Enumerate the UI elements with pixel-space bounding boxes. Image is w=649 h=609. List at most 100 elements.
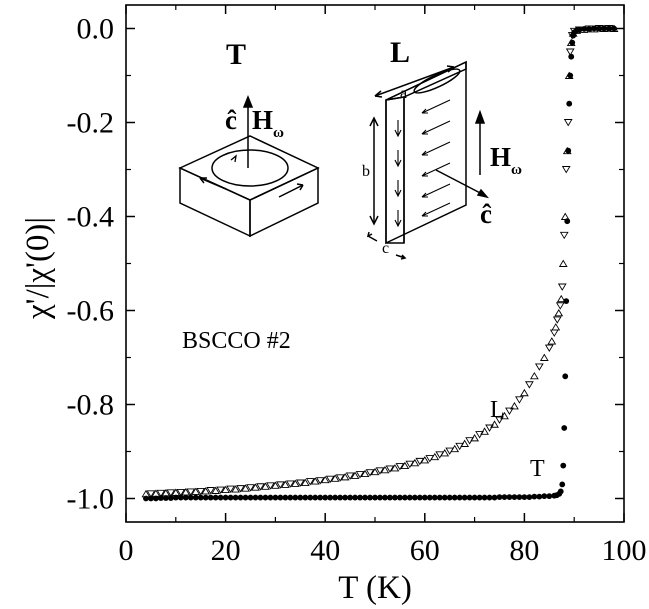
data-point-L	[565, 48, 575, 56]
data-point-T	[172, 494, 179, 501]
data-point-T	[486, 494, 493, 501]
data-point-L	[310, 477, 320, 485]
data-point-L	[320, 475, 330, 484]
data-point-L	[211, 486, 221, 494]
face-screening-arrows	[394, 99, 451, 228]
data-point-L	[460, 439, 470, 447]
data-point-L	[256, 483, 265, 491]
data-point-L	[539, 353, 549, 361]
data-point-L	[146, 490, 156, 498]
data-point-L	[604, 25, 614, 33]
data-point-L	[561, 166, 571, 174]
data-point-L	[300, 478, 310, 486]
data-point-L	[510, 402, 519, 410]
data-point-L	[480, 427, 489, 435]
data-point-L	[350, 471, 360, 479]
data-point-L	[579, 25, 589, 33]
data-point-L	[599, 24, 609, 32]
data-point-L	[584, 25, 594, 33]
c-hat-T: ĉ	[225, 105, 237, 135]
data-point-L	[500, 411, 509, 420]
data-point-L	[415, 457, 425, 466]
data-point-L	[556, 294, 566, 303]
data-point-T	[441, 494, 448, 501]
data-point-L	[315, 477, 325, 485]
data-point-T	[392, 494, 398, 501]
data-point-T	[327, 494, 334, 501]
data-point-L	[430, 452, 440, 461]
data-point-L	[440, 449, 450, 457]
curve-label-T: T	[530, 456, 545, 482]
plot-frame	[125, 4, 625, 523]
data-point-L	[559, 231, 569, 240]
data-point-T	[292, 494, 299, 501]
data-point-L	[563, 119, 573, 127]
data-point-T	[546, 493, 553, 500]
series-T	[143, 25, 617, 502]
current-loop-L	[413, 68, 461, 94]
screening-arrowhead-left	[199, 177, 207, 184]
data-point-T	[362, 494, 368, 501]
data-point-T	[232, 494, 239, 501]
data-point-T	[461, 494, 468, 501]
data-point-T	[227, 494, 234, 501]
data-point-T	[382, 494, 388, 501]
data-point-T	[357, 494, 363, 501]
data-point-L	[285, 480, 295, 488]
data-point-L	[375, 467, 385, 475]
data-point-L	[515, 396, 524, 404]
data-point-L	[330, 474, 340, 482]
data-point-T	[282, 494, 289, 501]
data-point-L	[490, 420, 499, 428]
y-tick-label: -0.4	[67, 201, 115, 234]
data-point-T	[277, 494, 284, 501]
data-point-T	[287, 494, 294, 501]
data-point-T	[242, 494, 249, 501]
data-point-T	[566, 100, 573, 107]
dimension-a-label: a	[400, 85, 407, 102]
dimension-c-heads	[366, 231, 407, 260]
c-hat-L: ĉ	[480, 199, 492, 229]
sample-label: BSCCO #2	[182, 328, 291, 354]
x-axis-label: T (K)	[338, 570, 412, 606]
data-point-T	[536, 493, 543, 500]
curve-label-L: L	[490, 397, 505, 423]
data-point-T	[317, 494, 324, 501]
data-point-L	[390, 464, 400, 472]
y-axis-label: χ'/|χ'(0)|	[20, 217, 56, 320]
data-point-L	[275, 481, 285, 489]
data-point-T	[511, 494, 518, 500]
data-point-L	[355, 471, 365, 479]
data-point-L	[295, 479, 305, 487]
data-point-T	[501, 494, 508, 500]
inset-T-title: T	[226, 38, 246, 71]
data-point-T	[337, 494, 344, 501]
data-point-T	[222, 494, 229, 501]
data-point-T	[217, 494, 224, 501]
data-point-L	[554, 308, 564, 317]
data-point-T	[426, 494, 433, 501]
data-point-L	[529, 371, 539, 380]
data-point-T	[192, 494, 199, 501]
y-tick-labels: 0.0 -0.2 -0.4 -0.6 -0.8 -1.0	[67, 13, 115, 516]
data-point-T	[471, 494, 478, 501]
data-point-T	[347, 494, 353, 501]
current-loop-T	[211, 149, 289, 187]
field-arrowhead-T	[242, 94, 254, 108]
data-point-L	[201, 487, 211, 495]
x-tick-label: 40	[310, 534, 340, 567]
data-point-L	[335, 474, 345, 482]
data-point-L	[241, 484, 250, 492]
data-point-L	[520, 388, 529, 397]
data-point-T	[491, 494, 498, 501]
data-point-L	[171, 488, 181, 496]
data-point-T	[541, 493, 548, 500]
data-point-L	[206, 487, 216, 495]
y-tick-label: 0.0	[77, 13, 115, 46]
data-point-L	[365, 469, 375, 477]
x-tick-label: 0	[119, 534, 134, 567]
data-point-T	[456, 494, 463, 501]
data-point-L	[325, 475, 335, 484]
data-point-L	[420, 456, 430, 464]
data-point-L	[305, 478, 315, 486]
